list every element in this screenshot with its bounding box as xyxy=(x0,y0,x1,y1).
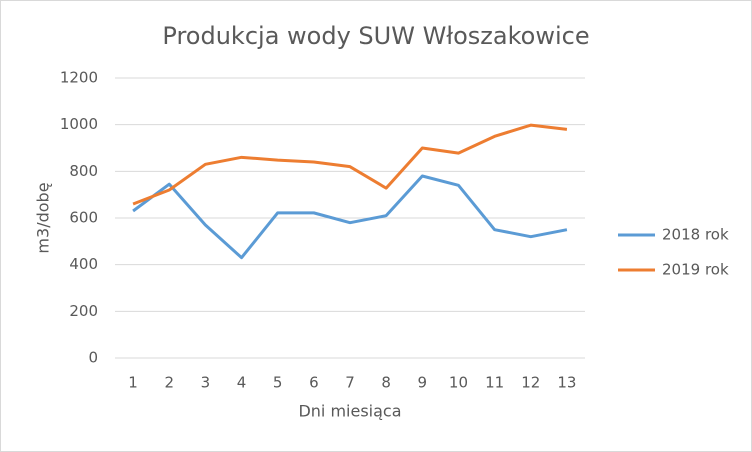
chart-title: Produkcja wody SUW Włoszakowice xyxy=(162,22,589,50)
x-tick-label: 2 xyxy=(164,374,174,392)
y-tick-label: 0 xyxy=(88,349,98,367)
x-tick-label: 12 xyxy=(521,374,540,392)
x-tick-label: 10 xyxy=(449,374,468,392)
x-tick-label: 7 xyxy=(345,374,355,392)
x-tick-label: 1 xyxy=(128,374,138,392)
legend-label: 2018 rok xyxy=(662,226,729,244)
y-tick-label: 800 xyxy=(69,162,98,180)
x-tick-label: 4 xyxy=(237,374,247,392)
y-tick-label: 400 xyxy=(69,255,98,273)
x-tick-label: 8 xyxy=(381,374,391,392)
x-tick-label: 13 xyxy=(557,374,576,392)
x-tick-label: 5 xyxy=(273,374,283,392)
y-axis-label: m3/dobę xyxy=(34,182,53,253)
y-tick-label: 200 xyxy=(69,302,98,320)
y-tick-label: 1000 xyxy=(60,115,98,133)
x-axis-label: Dni miesiąca xyxy=(298,402,401,421)
x-tick-label: 9 xyxy=(418,374,428,392)
data-line xyxy=(132,123,568,206)
x-tick-label: 11 xyxy=(485,374,504,392)
y-tick-label: 600 xyxy=(69,209,98,227)
legend-label: 2019 rok xyxy=(662,261,729,279)
x-tick-label: 6 xyxy=(309,374,319,392)
x-tick-label: 3 xyxy=(201,374,211,392)
data-line xyxy=(132,174,568,260)
y-tick-label: 1200 xyxy=(60,69,98,87)
